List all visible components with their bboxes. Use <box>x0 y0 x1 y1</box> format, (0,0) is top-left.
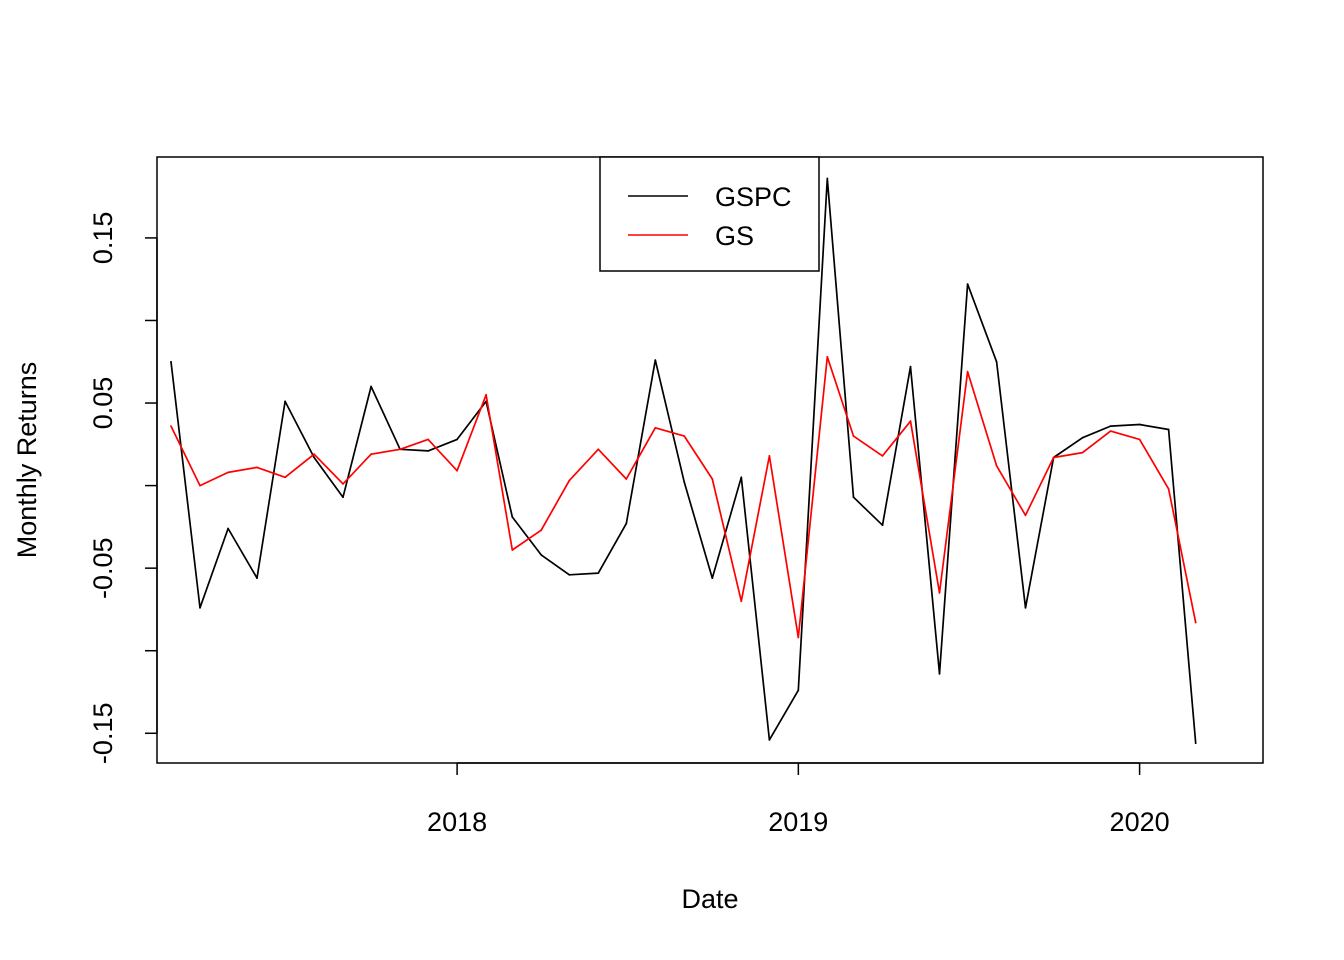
data-point <box>1167 488 1170 490</box>
data-point <box>256 577 258 579</box>
data-point <box>399 448 401 451</box>
data-point <box>654 426 657 429</box>
data-point <box>597 572 600 574</box>
legend: GSPC GS <box>599 156 820 272</box>
data-point <box>370 385 372 388</box>
y-axis: -0.15 -0.05 0.05 0.15 <box>88 212 158 765</box>
x-axis-label: Date <box>681 884 738 914</box>
data-point <box>256 466 258 469</box>
data-point <box>740 476 743 479</box>
series-layer <box>170 177 1197 745</box>
data-point <box>568 573 571 576</box>
data-point <box>683 435 686 437</box>
data-point <box>852 435 855 437</box>
data-point <box>199 484 201 487</box>
data-point <box>427 438 429 441</box>
data-point <box>1109 425 1112 427</box>
data-point <box>625 478 628 480</box>
data-point <box>995 464 998 467</box>
data-point <box>1167 428 1170 431</box>
data-point <box>427 450 429 452</box>
data-point <box>199 606 201 609</box>
y-tick-label: -0.15 <box>88 703 118 765</box>
data-point <box>1138 423 1141 426</box>
data-point <box>540 529 543 532</box>
data-point <box>342 496 344 499</box>
data-point <box>456 469 458 472</box>
data-point <box>456 438 458 441</box>
data-point <box>1024 606 1027 609</box>
data-point <box>485 393 487 396</box>
data-point <box>1052 456 1055 459</box>
x-tick-label: 2018 <box>427 807 487 837</box>
data-point <box>740 600 743 603</box>
data-point <box>625 522 628 525</box>
data-point <box>768 739 771 741</box>
data-point <box>909 365 912 368</box>
data-point <box>540 554 543 556</box>
data-point <box>797 636 800 639</box>
legend-label-gs: GS <box>715 221 754 251</box>
data-point <box>711 577 714 579</box>
data-point <box>938 592 941 594</box>
data-point <box>1194 742 1197 745</box>
data-point <box>995 360 998 363</box>
data-point <box>826 355 829 358</box>
data-point <box>881 524 884 527</box>
data-point <box>797 689 800 692</box>
data-point <box>938 672 941 675</box>
data-point <box>654 359 657 361</box>
y-axis-label: Monthly Returns <box>12 362 42 559</box>
data-point <box>966 283 969 285</box>
data-point <box>170 360 172 363</box>
y-tick-label: 0.05 <box>88 377 118 430</box>
data-point <box>227 527 230 530</box>
data-point <box>170 425 172 427</box>
data-point <box>342 483 344 485</box>
data-point <box>227 471 230 474</box>
data-point <box>852 496 855 499</box>
data-point <box>1194 621 1197 624</box>
data-point <box>1138 438 1141 441</box>
data-point <box>711 478 714 480</box>
data-point <box>1081 436 1084 439</box>
data-point <box>597 448 600 451</box>
data-point <box>511 549 514 551</box>
y-tick-label: 0.15 <box>88 212 118 265</box>
data-point <box>511 516 514 518</box>
data-point <box>568 479 571 482</box>
data-point <box>909 420 912 423</box>
x-tick-label: 2020 <box>1110 807 1170 837</box>
y-tick-label: -0.05 <box>88 537 118 599</box>
data-point <box>683 481 686 484</box>
data-point <box>1109 430 1112 432</box>
data-point <box>966 370 969 373</box>
data-point <box>284 400 286 403</box>
legend-label-gspc: GSPC <box>715 182 792 212</box>
legend-box <box>599 156 820 272</box>
data-point <box>370 453 372 456</box>
data-point <box>1081 451 1084 454</box>
data-point <box>313 456 315 459</box>
data-point <box>881 455 884 457</box>
x-axis: 2018 2019 2020 <box>427 762 1170 837</box>
x-tick-label: 2019 <box>768 807 828 837</box>
data-point <box>284 476 286 479</box>
data-point <box>1024 514 1027 517</box>
data-point <box>313 453 315 456</box>
data-point <box>826 177 829 180</box>
data-point <box>768 455 771 457</box>
